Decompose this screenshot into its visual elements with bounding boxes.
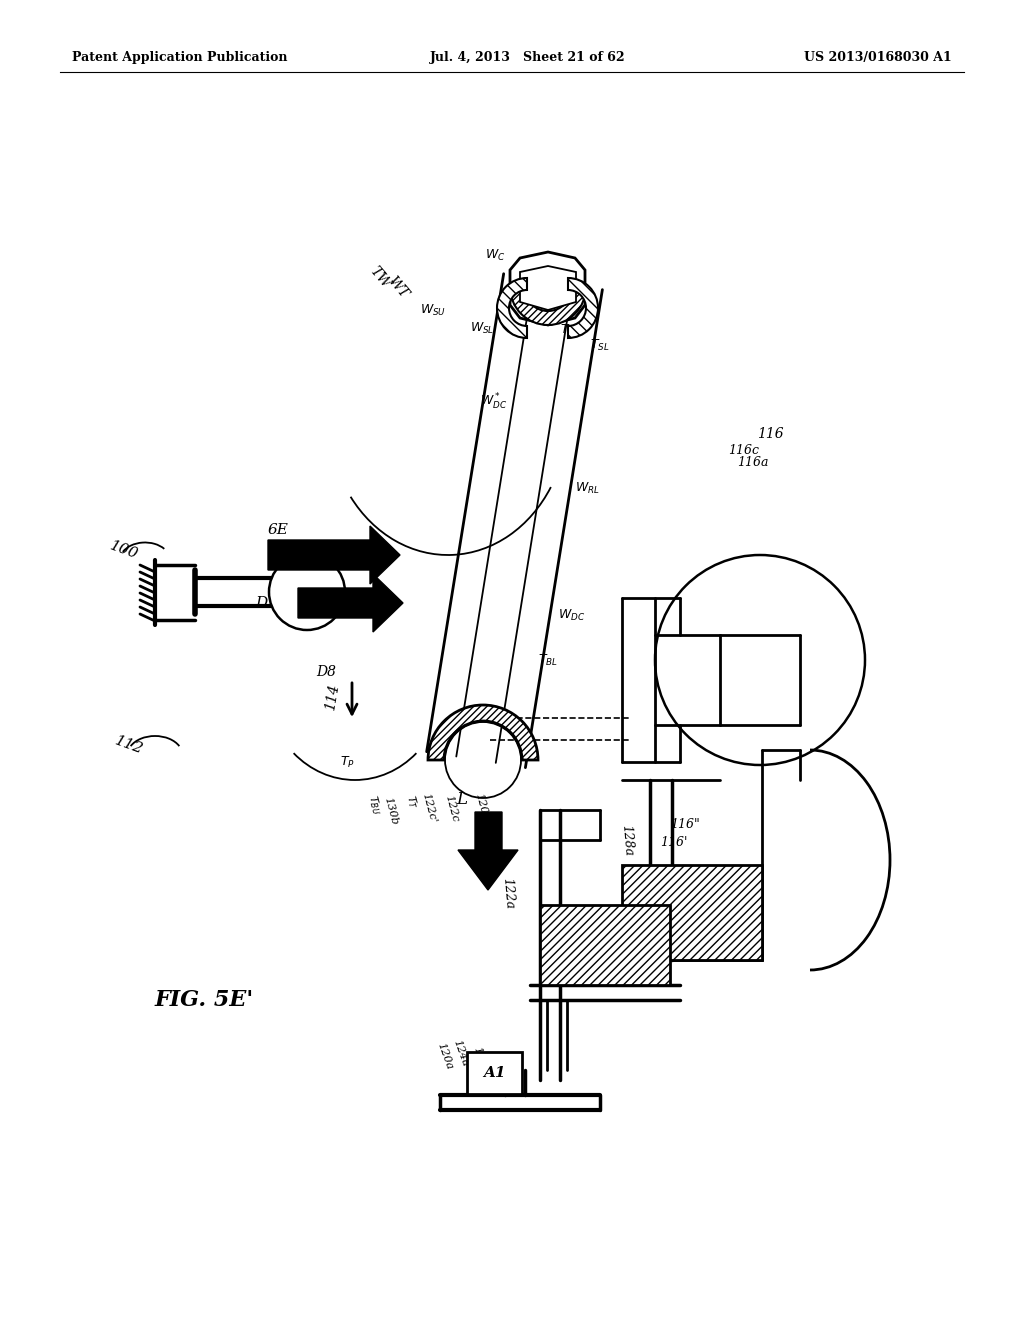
Text: 116": 116" xyxy=(670,818,699,832)
Text: 120a: 120a xyxy=(435,1041,455,1071)
Text: 116: 116 xyxy=(757,426,783,441)
Text: D: D xyxy=(255,597,267,610)
Text: 130b: 130b xyxy=(382,796,399,826)
Text: WT: WT xyxy=(385,273,411,301)
Text: D8: D8 xyxy=(316,665,336,678)
Text: $W_{DC}$: $W_{DC}$ xyxy=(558,607,585,623)
Text: 100: 100 xyxy=(108,539,140,561)
Text: 120c: 120c xyxy=(473,792,489,821)
Text: Patent Application Publication: Patent Application Publication xyxy=(72,51,288,65)
Text: $W_{SU}$: $W_{SU}$ xyxy=(420,302,446,318)
Polygon shape xyxy=(298,574,403,632)
Text: Jul. 4, 2013   Sheet 21 of 62: Jul. 4, 2013 Sheet 21 of 62 xyxy=(430,51,626,65)
Text: $T_{BL}$: $T_{BL}$ xyxy=(538,652,558,668)
Bar xyxy=(540,906,670,985)
Text: $T_{SL}$: $T_{SL}$ xyxy=(590,338,609,352)
Text: 116a: 116a xyxy=(737,457,768,470)
Text: $T_{BU}$: $T_{BU}$ xyxy=(366,793,384,816)
Text: 116': 116' xyxy=(660,836,687,849)
Circle shape xyxy=(269,554,345,630)
Text: L: L xyxy=(456,792,467,808)
Text: $W_{DC}^*$: $W_{DC}^*$ xyxy=(480,392,507,412)
Text: 6E: 6E xyxy=(268,523,289,537)
Text: A1: A1 xyxy=(482,1067,505,1080)
Text: 122c': 122c' xyxy=(420,792,437,824)
Text: FIG. 5E': FIG. 5E' xyxy=(155,989,254,1011)
Text: US 2013/0168030 A1: US 2013/0168030 A1 xyxy=(804,51,952,65)
Text: $T_T$: $T_T$ xyxy=(403,793,420,810)
Text: 122a': 122a' xyxy=(471,1045,492,1078)
Text: $T_{BL}$: $T_{BL}$ xyxy=(560,322,580,338)
Text: $W_C$: $W_C$ xyxy=(485,247,506,263)
Text: 116c: 116c xyxy=(728,444,759,457)
Text: $W_{RL}$: $W_{RL}$ xyxy=(575,480,600,495)
Text: 124a: 124a xyxy=(452,1039,470,1068)
Polygon shape xyxy=(520,267,575,310)
Text: $T_P$: $T_P$ xyxy=(340,755,355,770)
Text: 112: 112 xyxy=(113,734,144,756)
Text: 114: 114 xyxy=(324,682,342,711)
Polygon shape xyxy=(458,812,518,890)
Bar xyxy=(467,1052,522,1094)
Text: 128a: 128a xyxy=(620,825,635,857)
Bar xyxy=(622,865,762,960)
Text: DF: DF xyxy=(290,573,313,587)
Wedge shape xyxy=(497,279,527,338)
Text: TW: TW xyxy=(367,264,392,290)
Wedge shape xyxy=(568,279,598,338)
Text: 122a: 122a xyxy=(501,878,516,909)
Text: $W_{SL}$: $W_{SL}$ xyxy=(470,321,495,335)
Wedge shape xyxy=(510,286,586,325)
Polygon shape xyxy=(268,525,400,583)
Wedge shape xyxy=(428,705,538,760)
Text: 122c: 122c xyxy=(443,793,460,822)
Polygon shape xyxy=(510,252,585,325)
